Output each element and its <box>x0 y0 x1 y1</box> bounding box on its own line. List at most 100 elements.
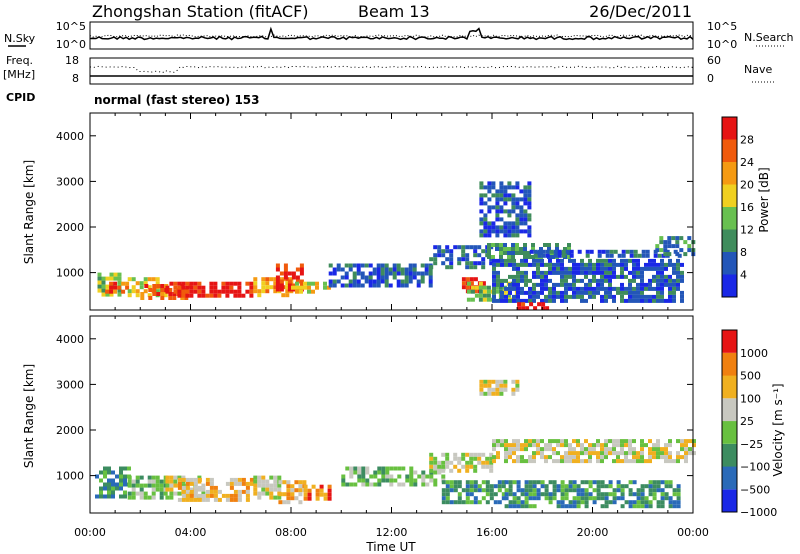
data-cell <box>501 496 506 501</box>
data-cell <box>469 492 474 497</box>
data-cell <box>680 270 684 275</box>
data-cell <box>640 500 645 505</box>
data-cell <box>507 233 512 238</box>
data-cell <box>560 459 564 464</box>
data-cell <box>503 243 507 247</box>
data-cell <box>672 294 676 299</box>
data-cell <box>473 277 478 282</box>
time-tick-label: 12:00 <box>376 526 408 539</box>
data-cell <box>245 481 250 486</box>
data-cell <box>461 488 466 493</box>
data-cell <box>453 484 458 489</box>
data-cell <box>604 443 608 448</box>
data-cell <box>445 249 450 254</box>
data-cell <box>180 296 185 300</box>
data-cell <box>500 282 504 287</box>
data-cell <box>648 258 652 263</box>
x-axis-label: Time UT <box>365 540 416 554</box>
data-cell <box>479 383 484 388</box>
data-cell <box>163 491 168 496</box>
data-cell <box>131 491 136 496</box>
data-cell <box>457 468 462 473</box>
colorbar-tick-label: 28 <box>740 134 754 147</box>
data-cell <box>527 201 532 206</box>
data-cell <box>572 459 576 464</box>
data-cell <box>512 459 516 464</box>
data-cell <box>508 500 513 505</box>
data-cell <box>237 489 242 494</box>
data-cell <box>489 245 494 250</box>
data-cell <box>656 282 660 287</box>
data-cell <box>519 209 524 214</box>
data-cell <box>152 288 157 292</box>
data-cell <box>548 278 552 283</box>
data-cell <box>520 274 524 279</box>
data-cell <box>528 294 532 299</box>
data-cell <box>340 267 345 272</box>
velocity-colorbar-label: Velocity [m s⁻¹] <box>771 383 785 476</box>
data-cell <box>492 262 496 267</box>
data-cell <box>139 285 144 290</box>
data-cell <box>512 278 516 283</box>
data-cell <box>560 298 564 303</box>
data-cell <box>445 500 450 505</box>
data-cell <box>496 262 500 267</box>
data-cell <box>640 459 644 464</box>
data-cell <box>644 504 649 509</box>
data-cell <box>636 270 640 275</box>
data-cell <box>409 482 414 487</box>
cpid-label: CPID <box>6 91 35 104</box>
data-cell <box>524 484 529 489</box>
data-cell <box>560 492 565 497</box>
data-cell <box>151 479 156 484</box>
data-cell <box>185 485 190 490</box>
data-cell <box>496 282 500 287</box>
data-cell <box>640 451 644 456</box>
data-cell <box>341 482 346 487</box>
data-cell <box>600 443 604 448</box>
data-cell <box>632 258 636 263</box>
data-cell <box>640 266 644 271</box>
data-cell <box>119 494 123 499</box>
data-cell <box>511 251 515 255</box>
data-cell <box>101 292 106 297</box>
data-cell <box>523 251 527 255</box>
data-cell <box>151 483 156 488</box>
data-cell <box>683 252 688 257</box>
data-cell <box>328 279 333 284</box>
data-cell <box>519 205 524 210</box>
data-cell <box>541 306 546 311</box>
data-cell <box>664 447 668 452</box>
data-cell <box>487 379 492 384</box>
data-cell <box>445 488 450 493</box>
data-cell <box>580 290 584 295</box>
y-tick-label: 1000 <box>56 470 84 483</box>
data-cell <box>536 496 541 501</box>
data-cell <box>163 293 168 298</box>
data-cell <box>545 249 550 254</box>
data-cell <box>667 244 672 249</box>
data-cell <box>556 290 560 295</box>
data-cell <box>572 258 576 263</box>
data-cell <box>307 492 312 497</box>
data-cell <box>445 480 450 485</box>
data-cell <box>532 439 536 444</box>
data-cell <box>672 504 677 509</box>
noise-sky-label: N.Sky <box>4 32 36 45</box>
data-cell <box>341 474 346 479</box>
data-cell <box>433 257 438 262</box>
data-cell <box>491 387 496 392</box>
data-cell <box>177 285 182 290</box>
data-cell <box>413 482 418 487</box>
data-cell <box>521 306 526 311</box>
data-cell <box>656 294 660 299</box>
data-cell <box>392 263 397 268</box>
data-cell <box>588 258 592 263</box>
data-cell <box>528 439 532 444</box>
data-cell <box>668 496 673 501</box>
data-cell <box>516 504 521 509</box>
data-cell <box>205 497 210 502</box>
data-cell <box>151 491 156 496</box>
data-cell <box>127 491 132 496</box>
data-cell <box>473 496 478 501</box>
